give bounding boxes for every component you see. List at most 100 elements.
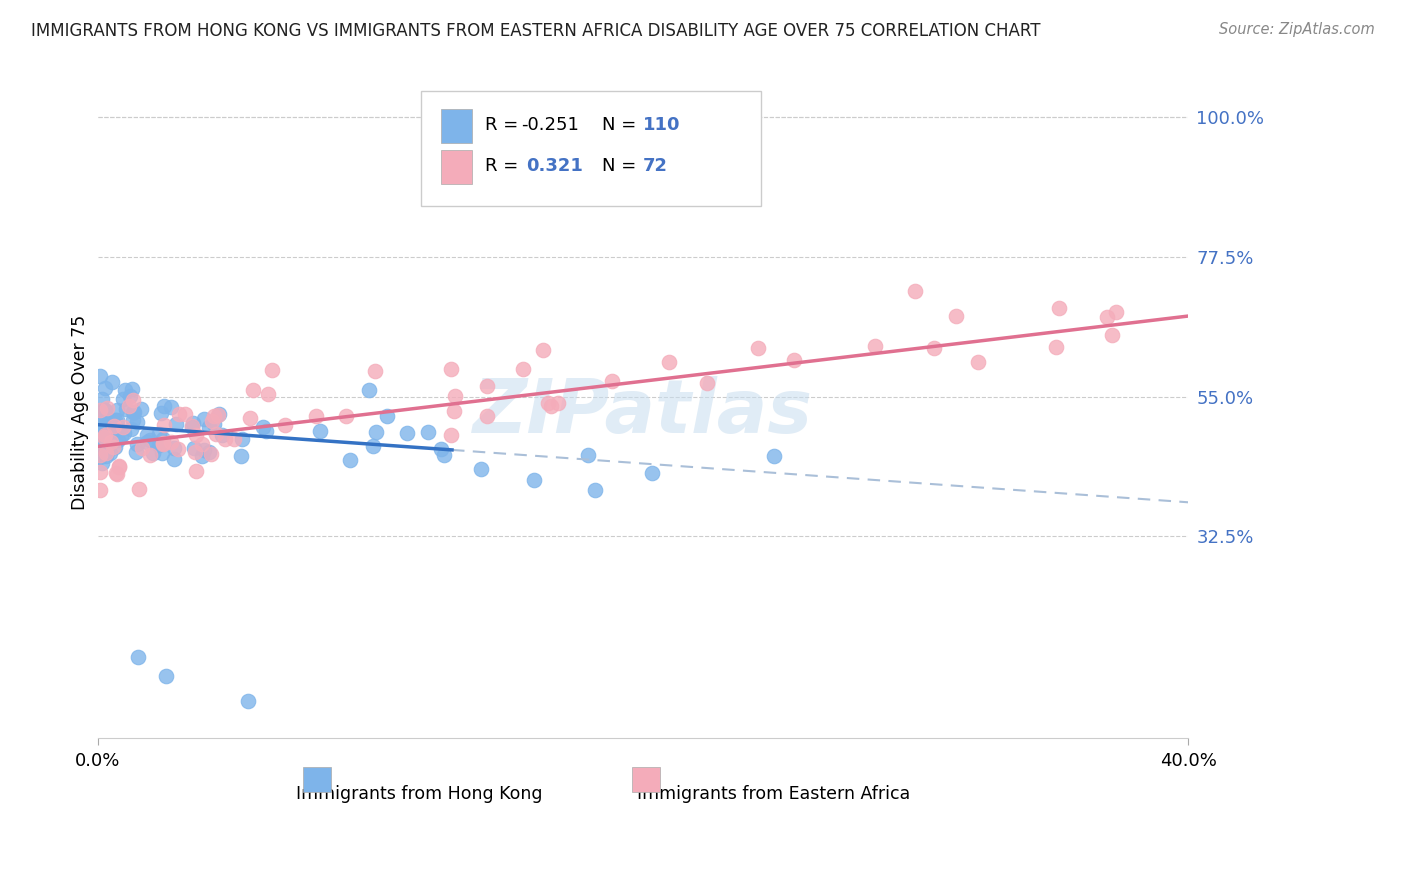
Point [533, 343, 555, 357]
Point [600, 374, 623, 388]
Point [149, 437, 172, 451]
Point [440, 427, 463, 442]
Point [135, 435, 157, 450]
Point [583, 483, 606, 498]
Point [152, 433, 174, 447]
Point [165, 417, 187, 431]
Point [148, 426, 170, 441]
Point [173, 408, 195, 422]
Point [89, 368, 111, 383]
Point [108, 459, 131, 474]
Point [181, 418, 204, 433]
Point [107, 433, 129, 447]
Point [91, 413, 114, 427]
Point [576, 448, 599, 462]
Point [94, 449, 117, 463]
Point [89, 406, 111, 420]
Point [375, 409, 398, 424]
Text: Immigrants from Hong Kong: Immigrants from Hong Kong [297, 785, 543, 803]
Point [482, 172, 505, 186]
Point [149, 406, 172, 420]
Point [641, 466, 664, 480]
Text: 110: 110 [643, 116, 681, 134]
Point [90, 409, 112, 424]
Point [357, 383, 380, 397]
Point [89, 437, 111, 451]
Point [98, 446, 121, 460]
Point [945, 309, 967, 323]
Point [440, 361, 463, 376]
Point [153, 400, 176, 414]
Point [120, 389, 142, 403]
Point [89, 416, 111, 430]
Point [183, 441, 205, 455]
Point [148, 437, 170, 451]
Point [103, 419, 125, 434]
Point [201, 414, 224, 428]
Point [252, 420, 274, 434]
Point [260, 362, 283, 376]
Point [93, 402, 115, 417]
Point [91, 423, 114, 437]
Point [257, 387, 280, 401]
Point [125, 415, 148, 429]
Point [783, 352, 806, 367]
Point [184, 464, 207, 478]
Point [103, 427, 125, 442]
Point [181, 419, 204, 434]
Point [121, 383, 143, 397]
Point [361, 439, 384, 453]
Point [103, 419, 125, 434]
Point [153, 417, 176, 432]
Text: 0.321: 0.321 [526, 157, 583, 175]
Point [1047, 301, 1070, 315]
Point [512, 362, 534, 376]
Point [105, 467, 128, 481]
Point [122, 413, 145, 427]
Point [105, 417, 128, 432]
FancyBboxPatch shape [441, 109, 471, 143]
Text: IMMIGRANTS FROM HONG KONG VS IMMIGRANTS FROM EASTERN AFRICA DISABILITY AGE OVER : IMMIGRANTS FROM HONG KONG VS IMMIGRANTS … [31, 22, 1040, 40]
Point [89, 403, 111, 417]
Point [89, 465, 111, 479]
Point [98, 425, 121, 440]
Point [93, 416, 115, 430]
Point [152, 436, 174, 450]
Point [224, 432, 246, 446]
Point [90, 408, 112, 422]
Point [117, 399, 139, 413]
Point [205, 427, 228, 442]
Text: N =: N = [603, 157, 643, 175]
Point [89, 483, 111, 498]
Point [1105, 305, 1128, 319]
Point [184, 428, 207, 442]
Point [127, 650, 149, 665]
Point [142, 446, 165, 460]
Point [94, 381, 117, 395]
Point [202, 417, 225, 431]
FancyBboxPatch shape [631, 767, 661, 791]
FancyBboxPatch shape [302, 767, 330, 791]
Point [89, 450, 111, 464]
Point [229, 449, 252, 463]
Point [904, 284, 927, 298]
Point [211, 428, 233, 442]
Point [214, 432, 236, 446]
Point [256, 424, 278, 438]
Point [105, 467, 128, 481]
Point [91, 392, 114, 406]
Point [191, 449, 214, 463]
Point [120, 421, 142, 435]
Point [91, 456, 114, 470]
Point [103, 440, 125, 454]
Text: N =: N = [603, 116, 643, 134]
Point [94, 446, 117, 460]
Point [104, 440, 127, 454]
Point [239, 411, 262, 425]
Point [93, 430, 115, 444]
Text: -0.251: -0.251 [520, 116, 579, 134]
Point [231, 433, 253, 447]
Point [193, 442, 215, 457]
Point [94, 402, 117, 417]
Point [169, 408, 191, 422]
